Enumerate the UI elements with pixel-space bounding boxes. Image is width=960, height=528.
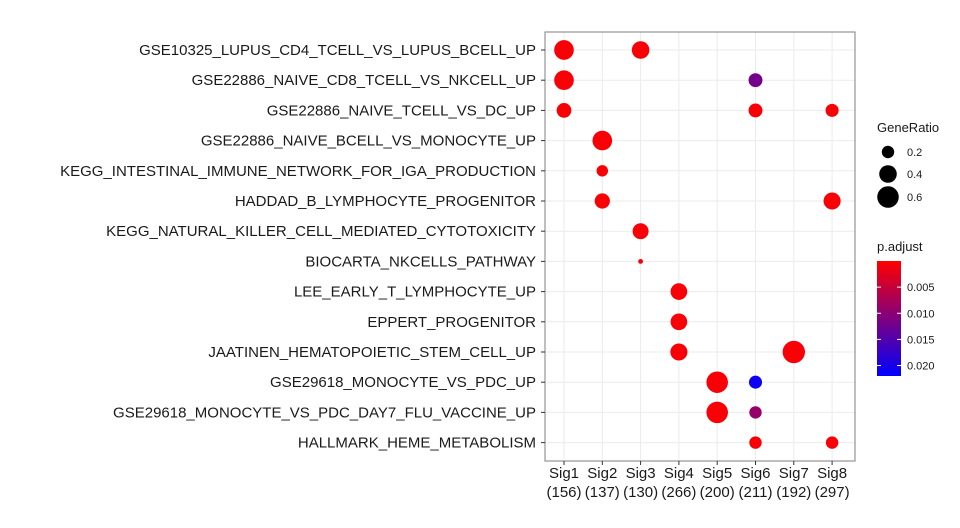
data-points	[554, 40, 841, 449]
data-point	[823, 192, 841, 210]
y-tick-label: LEE_EARLY_T_LYMPHOCYTE_UP	[294, 284, 536, 301]
color-legend-title: p.adjust	[877, 239, 923, 254]
y-tick-label: GSE22886_NAIVE_BCELL_VS_MONOCYTE_UP	[201, 133, 536, 150]
size-legend-label: 0.6	[907, 192, 922, 204]
data-point	[825, 436, 839, 449]
data-point	[594, 193, 610, 209]
y-tick-label: KEGG_NATURAL_KILLER_CELL_MEDIATED_CYTOTO…	[106, 223, 536, 240]
x-tick-label-sig7: Sig7	[779, 465, 809, 482]
y-tick-label: GSE22886_NAIVE_CD8_TCELL_VS_NKCELL_UP	[192, 72, 536, 89]
data-point	[748, 375, 763, 389]
x-tick-label-sig3: Sig3	[626, 465, 656, 482]
y-tick-label: KEGG_INTESTINAL_IMMUNE_NETWORK_FOR_IGA_P…	[60, 163, 536, 180]
data-point	[554, 70, 574, 91]
color-legend-label: 0.010	[907, 308, 935, 320]
data-point	[670, 313, 688, 331]
x-tick-count-sig7: (192)	[776, 484, 811, 501]
size-legend-dot	[881, 145, 895, 159]
x-tick-label-sig1: Sig1	[549, 465, 579, 482]
y-tick-label: GSE22886_NAIVE_TCELL_VS_DC_UP	[267, 102, 536, 119]
x-tick-label-sig5: Sig5	[702, 465, 732, 482]
data-point	[556, 103, 572, 118]
x-tick-count-sig2: (137)	[585, 484, 620, 501]
data-point	[825, 103, 839, 117]
size-legend: GeneRatio 0.2 0.4 0.6	[877, 120, 939, 208]
y-tick-label: GSE10325_LUPUS_CD4_TCELL_VS_LUPUS_BCELL_…	[139, 42, 536, 59]
x-tick-label-sig2: Sig2	[587, 465, 617, 482]
data-point	[631, 41, 650, 59]
plot-panel	[545, 32, 855, 461]
y-tick-label: GSE29618_MONOCYTE_VS_PDC_UP	[270, 374, 536, 391]
size-legend-dot	[877, 186, 899, 208]
color-legend: p.adjust 0.005 0.010 0.015 0.020	[877, 239, 935, 376]
data-point	[748, 73, 763, 88]
data-point	[749, 436, 762, 449]
color-legend-label: 0.015	[907, 334, 935, 346]
x-tick-count-sig5: (200)	[700, 484, 735, 501]
x-tick-count-sig3: (130)	[623, 484, 658, 501]
data-point	[596, 165, 609, 177]
y-tick-label: BIOCARTA_NKCELLS_PATHWAY	[305, 253, 536, 270]
x-tick-label-sig4: Sig4	[664, 465, 694, 482]
size-legend-dot	[879, 165, 897, 183]
size-legend-label: 0.4	[907, 169, 922, 181]
x-tick-count-sig8: (297)	[815, 484, 850, 501]
y-tick-label: HADDAD_B_LYMPHOCYTE_PROGENITOR	[235, 193, 536, 210]
y-axis: GSE10325_LUPUS_CD4_TCELL_VS_LUPUS_BCELL_…	[60, 42, 545, 452]
color-legend-label: 0.020	[907, 361, 935, 373]
x-tick-label-sig6: Sig6	[740, 465, 770, 482]
data-point	[706, 371, 728, 393]
x-tick-count-sig4: (266)	[661, 484, 696, 501]
size-legend-label: 0.2	[907, 147, 922, 159]
data-point	[749, 406, 762, 419]
data-point	[638, 258, 644, 264]
x-tick-count-sig6: (211)	[739, 484, 773, 501]
color-legend-label: 0.005	[907, 282, 935, 294]
y-tick-label: GSE29618_MONOCYTE_VS_PDC_DAY7_FLU_VACCIN…	[113, 404, 536, 421]
color-legend-bar	[877, 261, 901, 376]
data-point	[706, 401, 728, 424]
x-axis: Sig1 (156) Sig2 (137) Sig3 (130) Sig4 (266) Sig5…	[546, 461, 850, 501]
x-tick-count-sig1: (156)	[546, 484, 581, 501]
data-point	[670, 343, 688, 361]
panel-border	[544, 31, 856, 462]
y-tick-label: JAATINEN_HEMATOPOIETIC_STEM_CELL_UP	[208, 344, 536, 361]
data-point	[670, 283, 688, 300]
data-point	[554, 40, 574, 60]
data-point	[748, 103, 763, 118]
y-tick-label: EPPERT_PROGENITOR	[367, 314, 536, 331]
size-legend-title: GeneRatio	[877, 120, 939, 135]
x-tick-label-sig8: Sig8	[817, 465, 847, 482]
data-point	[592, 130, 613, 151]
data-point	[632, 223, 649, 240]
y-tick-label: HALLMARK_HEME_METABOLISM	[298, 435, 536, 452]
data-point	[782, 340, 805, 364]
